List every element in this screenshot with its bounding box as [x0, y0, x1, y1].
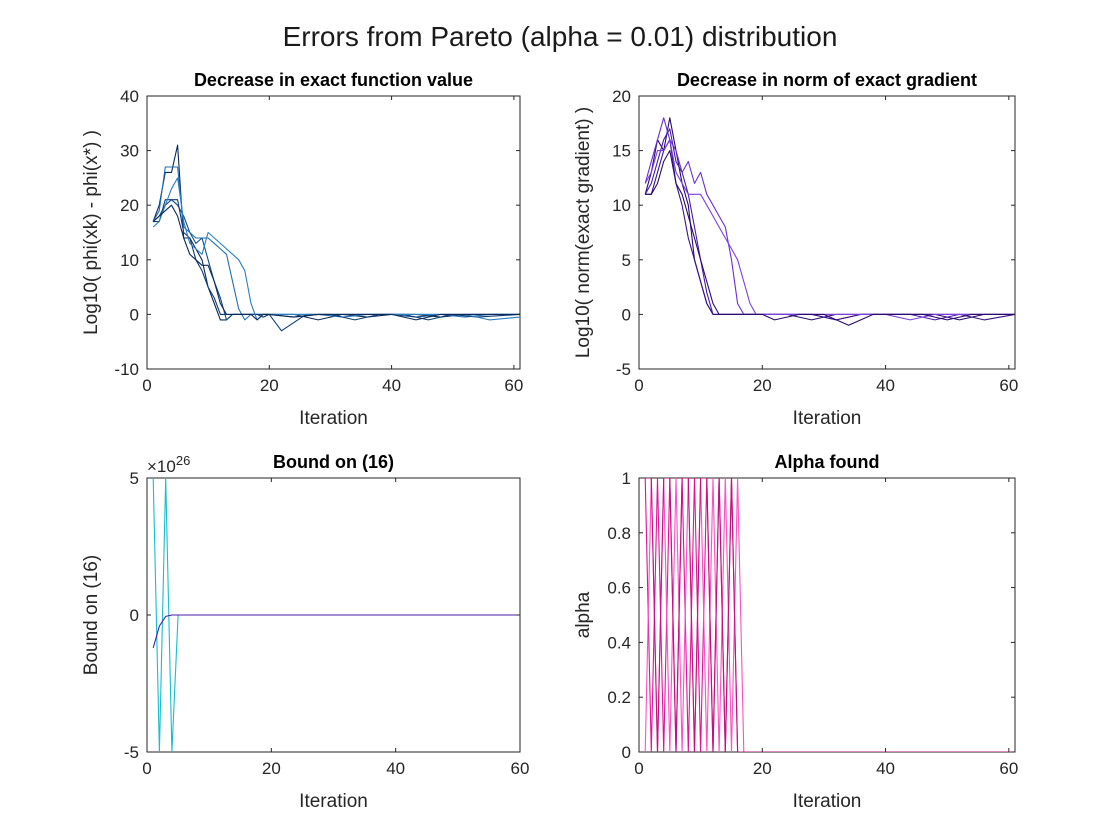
y-tick-label: 10 — [120, 251, 139, 270]
y-axis-label: Log10( phi(xk) - phi(x*) ) — [81, 130, 102, 335]
y-tick-label: -5 — [616, 360, 631, 379]
y-axis-label: Bound on (16) — [81, 555, 102, 675]
x-tick-label: 40 — [386, 759, 405, 778]
x-tick-label: 20 — [262, 759, 281, 778]
series-group — [152, 144, 520, 332]
axis-exponent-power: 26 — [176, 453, 190, 468]
x-tick-label: 20 — [753, 376, 772, 395]
x-tick-label: 40 — [876, 759, 895, 778]
x-tick-label: 0 — [634, 376, 643, 395]
x-tick-label: 20 — [260, 376, 279, 395]
x-tick-label: 40 — [876, 376, 895, 395]
axes-frame — [146, 95, 521, 370]
series-line-5 — [644, 139, 1015, 321]
y-tick-label: 5 — [622, 251, 631, 270]
figure-title: Errors from Pareto (alpha = 0.01) distri… — [283, 21, 838, 52]
x-tick-label: 0 — [142, 759, 151, 778]
y-tick-label: 0 — [130, 305, 139, 324]
x-tick-label: 40 — [382, 376, 401, 395]
y-tick-label: 10 — [612, 196, 631, 215]
y-axis-label: Log10( norm(exact gradient) ) — [573, 107, 594, 358]
x-axis-label: Iteration — [299, 791, 368, 812]
y-axis-label: alpha — [573, 591, 594, 638]
x-axis-label: Iteration — [793, 408, 862, 429]
y-tick-label: 0 — [130, 606, 139, 625]
series-line-6 — [152, 204, 520, 321]
x-tick-label: 20 — [753, 759, 772, 778]
y-tick-label: 1 — [622, 469, 631, 488]
x-axis-label: Iteration — [793, 791, 862, 812]
series-line-2 — [152, 614, 520, 649]
y-tick-label: 20 — [612, 87, 631, 106]
y-tick-label: 0.4 — [607, 633, 631, 652]
subplot-title: Alpha found — [775, 452, 880, 472]
y-tick-label: 30 — [120, 142, 139, 161]
y-tick-label: 0 — [622, 305, 631, 324]
series-group — [644, 478, 1015, 752]
y-tick-label: 5 — [130, 469, 139, 488]
x-tick-label: 0 — [634, 759, 643, 778]
y-tick-label: 0.2 — [607, 688, 631, 707]
subplot-title: Bound on (16) — [273, 452, 394, 472]
y-tick-label: 0.6 — [607, 579, 631, 598]
series-group — [152, 478, 520, 752]
y-tick-label: -5 — [124, 743, 139, 762]
subplot-4: 0 20 40 60 0 0.2 0.4 0.6 0.8 1 Alpha found Iteratio… — [573, 452, 1018, 812]
x-tick-label: 60 — [999, 759, 1018, 778]
x-tick-label: 60 — [511, 759, 530, 778]
y-tick-label: 20 — [120, 196, 139, 215]
y-tick-label: 0 — [622, 743, 631, 762]
y-tick-label: 15 — [612, 142, 631, 161]
series-line-5 — [152, 177, 520, 321]
x-axis-label: Iteration — [299, 408, 368, 429]
series-group — [644, 117, 1015, 326]
axis-exponent-label: ×1026 — [147, 453, 190, 476]
x-tick-label: 0 — [142, 376, 151, 395]
series-line-3 — [645, 478, 1015, 752]
y-tick-label: 0.8 — [607, 524, 631, 543]
subplot-title: Decrease in norm of exact gradient — [677, 70, 977, 90]
subplot-title: Decrease in exact function value — [194, 70, 473, 90]
series-line-6 — [645, 150, 1015, 326]
y-tick-label: 40 — [120, 87, 139, 106]
axes-frame — [638, 95, 1016, 370]
x-tick-label: 60 — [999, 376, 1018, 395]
x-tick-label: 60 — [504, 376, 523, 395]
y-tick-label: -10 — [114, 360, 139, 379]
